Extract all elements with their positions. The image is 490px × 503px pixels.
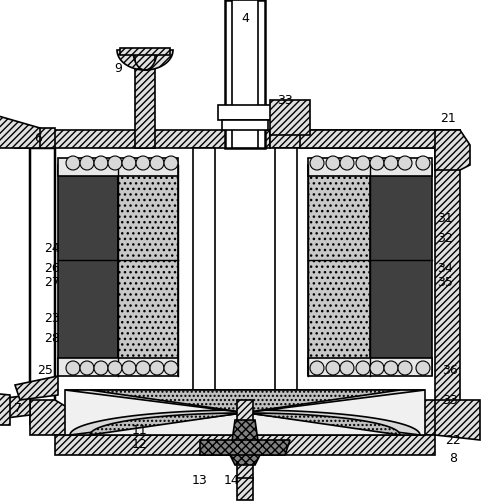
Circle shape	[108, 156, 122, 170]
Text: 9: 9	[114, 61, 122, 74]
Bar	[308, 358, 432, 376]
Polygon shape	[300, 130, 460, 148]
Polygon shape	[30, 148, 55, 425]
Text: 28: 28	[44, 331, 60, 345]
Bar	[308, 158, 432, 176]
Polygon shape	[65, 390, 425, 435]
Text: 31: 31	[437, 211, 453, 224]
Circle shape	[80, 156, 94, 170]
Polygon shape	[222, 120, 268, 130]
Text: 22: 22	[445, 434, 461, 447]
Circle shape	[164, 361, 178, 375]
Circle shape	[370, 361, 384, 375]
Bar	[58, 158, 178, 176]
Text: 25: 25	[37, 364, 53, 377]
Polygon shape	[117, 50, 173, 70]
Circle shape	[150, 156, 164, 170]
Polygon shape	[15, 128, 55, 148]
Polygon shape	[237, 400, 253, 480]
Circle shape	[66, 156, 80, 170]
Text: 35: 35	[437, 277, 453, 290]
Polygon shape	[270, 130, 460, 148]
Circle shape	[136, 156, 150, 170]
Bar	[370, 165, 432, 375]
Polygon shape	[55, 435, 435, 455]
Circle shape	[94, 156, 108, 170]
Text: 4: 4	[241, 12, 249, 25]
Circle shape	[310, 156, 324, 170]
Circle shape	[356, 361, 370, 375]
Circle shape	[310, 361, 324, 375]
Text: 33: 33	[277, 94, 293, 107]
Polygon shape	[232, 0, 258, 148]
Circle shape	[398, 156, 412, 170]
Circle shape	[340, 361, 354, 375]
Circle shape	[94, 361, 108, 375]
Polygon shape	[30, 148, 55, 410]
Text: 36: 36	[442, 364, 458, 377]
Text: 33: 33	[442, 393, 458, 406]
Text: 11: 11	[132, 424, 148, 437]
Circle shape	[150, 361, 164, 375]
Bar	[118, 165, 178, 375]
Polygon shape	[0, 392, 10, 425]
Circle shape	[384, 156, 398, 170]
Polygon shape	[30, 130, 270, 148]
Circle shape	[122, 156, 136, 170]
Circle shape	[384, 361, 398, 375]
Text: 27: 27	[44, 277, 60, 290]
Circle shape	[326, 156, 340, 170]
Text: 7: 7	[14, 401, 22, 414]
Text: 21: 21	[440, 112, 456, 125]
Circle shape	[164, 156, 178, 170]
Circle shape	[356, 156, 370, 170]
Text: 34: 34	[437, 262, 453, 275]
Circle shape	[340, 156, 354, 170]
Circle shape	[326, 361, 340, 375]
Polygon shape	[30, 400, 80, 435]
Text: 14: 14	[224, 473, 240, 486]
Bar	[308, 165, 370, 375]
Polygon shape	[435, 130, 470, 170]
Polygon shape	[270, 100, 310, 135]
Polygon shape	[0, 395, 30, 420]
Polygon shape	[193, 148, 215, 390]
Circle shape	[108, 361, 122, 375]
Polygon shape	[275, 148, 297, 390]
Polygon shape	[90, 390, 400, 435]
Polygon shape	[410, 400, 460, 435]
Text: 8: 8	[449, 452, 457, 464]
Polygon shape	[218, 105, 272, 120]
Text: 32: 32	[437, 231, 453, 244]
Polygon shape	[135, 50, 155, 148]
Circle shape	[370, 156, 384, 170]
Polygon shape	[0, 115, 40, 148]
Circle shape	[122, 361, 136, 375]
Polygon shape	[435, 148, 460, 425]
Text: 13: 13	[192, 473, 208, 486]
Polygon shape	[230, 420, 260, 465]
Text: 24: 24	[44, 241, 60, 255]
Circle shape	[416, 156, 430, 170]
Polygon shape	[200, 440, 290, 455]
Polygon shape	[435, 400, 480, 440]
Text: 6: 6	[34, 131, 42, 144]
Text: 12: 12	[132, 439, 148, 452]
Circle shape	[398, 361, 412, 375]
Polygon shape	[65, 390, 425, 435]
Bar	[58, 358, 178, 376]
Circle shape	[80, 361, 94, 375]
Text: 23: 23	[44, 311, 60, 324]
Bar	[58, 165, 118, 375]
Circle shape	[416, 361, 430, 375]
Polygon shape	[120, 48, 170, 55]
Circle shape	[66, 361, 80, 375]
Polygon shape	[225, 0, 265, 148]
Polygon shape	[15, 376, 58, 400]
Polygon shape	[237, 478, 253, 500]
Circle shape	[136, 361, 150, 375]
Text: 26: 26	[44, 262, 60, 275]
